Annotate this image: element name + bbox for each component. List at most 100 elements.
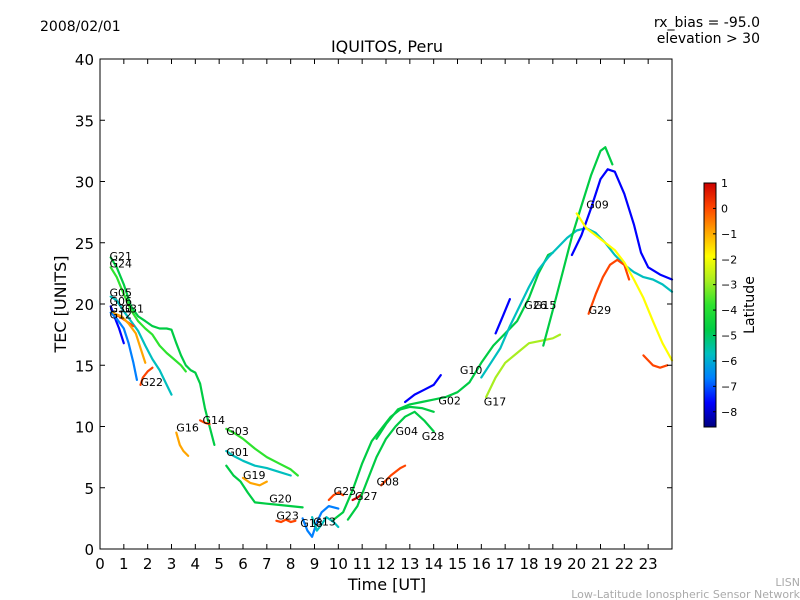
series-layer	[109, 146, 674, 538]
x-tick-label: 4	[191, 555, 201, 573]
series-line-g13	[311, 515, 340, 532]
colorbar	[703, 182, 717, 428]
x-tick-label: 23	[639, 555, 658, 573]
satellite-label: G04	[396, 425, 419, 438]
satellite-label: G06	[110, 295, 133, 308]
satellite-label: G17	[484, 396, 507, 409]
x-tick-label: 21	[591, 555, 610, 573]
satellite-label: G22	[141, 376, 164, 389]
x-tick-label: 2	[143, 555, 153, 573]
rx-bias-label: rx_bias = -95.0	[654, 15, 760, 31]
x-tick-label: 15	[448, 555, 467, 573]
series-line-g20	[225, 464, 304, 509]
colorbar-tick-label: −2	[721, 253, 737, 266]
colorbar-tick-label: 0	[721, 202, 728, 215]
colorbar-tick-label: −3	[721, 279, 737, 292]
y-tick-label: 5	[84, 480, 94, 498]
x-tick-label: 17	[496, 555, 515, 573]
x-tick-label: 20	[567, 555, 586, 573]
series-line-g16	[175, 431, 190, 457]
series-line-g15	[480, 227, 674, 379]
footer-lisn: LISN	[775, 576, 800, 589]
satellite-label: G28	[422, 430, 445, 443]
x-tick-label: 6	[238, 555, 248, 573]
colorbar-tick-label: −5	[721, 330, 737, 343]
x-tick-label: 5	[214, 555, 224, 573]
series-line-g21	[109, 256, 216, 446]
series-line-g32	[642, 354, 669, 369]
y-tick-label: 35	[75, 112, 94, 130]
y-tick-label: 0	[84, 541, 94, 559]
series-line-g22	[139, 366, 154, 386]
y-axis-label: TEC [UNITS]	[51, 256, 70, 354]
series-line-g24	[109, 266, 187, 373]
x-tick-label: 19	[543, 555, 562, 573]
series-line-g12	[109, 311, 138, 381]
colorbar-tick-label: −8	[721, 406, 737, 419]
series-line-g01	[225, 449, 292, 477]
series-line-g06	[109, 305, 125, 345]
satellite-label: G09	[586, 198, 609, 211]
series-line-g02	[404, 374, 442, 404]
series-line-g07	[542, 146, 614, 347]
satellite-label-layer: G21G24G05G06G30G31G12G22G16G14G03G01G19G…	[110, 198, 612, 530]
series-line-g09	[570, 168, 674, 281]
satellite-label: G10	[460, 364, 483, 377]
y-tick-label: 20	[75, 296, 94, 314]
y-tick-label: 10	[75, 419, 94, 437]
series-line-g18	[301, 505, 340, 538]
x-tick-label: 0	[95, 555, 105, 573]
satellite-label: G24	[110, 257, 133, 270]
date-label: 2008/02/01	[40, 19, 121, 35]
series-line-g26	[494, 298, 511, 335]
series-line-g17	[485, 333, 562, 399]
colorbar-tick-label: −6	[721, 355, 737, 368]
satellite-label: G15	[534, 299, 557, 312]
x-tick-label: 13	[400, 555, 419, 573]
satellite-label: G13	[313, 516, 336, 529]
y-tick-label: 25	[75, 235, 94, 253]
satellite-label: G02	[438, 394, 461, 407]
series-line-g05	[109, 295, 173, 396]
series-line-g08	[380, 464, 407, 487]
x-tick-label: 1	[119, 555, 129, 573]
colorbar-tick-label: 1	[721, 177, 728, 190]
y-tick-label: 15	[75, 357, 94, 375]
x-tick-label: 7	[262, 555, 272, 573]
series-line-g29	[587, 258, 631, 315]
satellite-label: G12	[110, 309, 133, 322]
satellite-label: G27	[355, 490, 378, 503]
colorbar-label: Latitude	[742, 276, 758, 334]
satellite-label: G21	[110, 250, 133, 263]
series-line-g19	[241, 476, 268, 487]
x-tick-label: 9	[310, 555, 320, 573]
series-line-g03	[225, 427, 299, 477]
series-line-g28	[346, 410, 435, 521]
colorbar-tick-label: −4	[721, 304, 737, 317]
satellite-label: G19	[243, 469, 266, 482]
series-line-g23	[275, 518, 297, 524]
chart-title: IQUITOS, Peru	[331, 37, 443, 56]
satellite-label: G25	[334, 485, 357, 498]
y-tick-label: 30	[75, 174, 94, 192]
colorbar-tick-label: −7	[721, 380, 737, 393]
series-line-g11	[575, 212, 674, 362]
y-tick-label: 40	[75, 51, 94, 69]
elevation-label: elevation > 30	[657, 31, 760, 47]
satellite-label: G23	[276, 510, 299, 523]
satellite-label: G05	[110, 287, 133, 300]
x-tick-label: 10	[329, 555, 348, 573]
satellite-label: G29	[589, 304, 612, 317]
x-tick-label: 3	[167, 555, 177, 573]
x-tick-label: 14	[424, 555, 443, 573]
y-axis: 0 5 10 15 20 25 30 35 40	[75, 51, 672, 559]
colorbar-tick-label: −1	[721, 228, 737, 241]
satellite-label: G03	[226, 425, 249, 438]
x-tick-label: 12	[376, 555, 395, 573]
satellite-label: G30	[110, 303, 133, 316]
series-line-g04	[332, 405, 435, 521]
satellite-label: G01	[226, 446, 249, 459]
x-axis: 0 1 2 3 4 5 6 7 8 9 10 11 12 13 14 15 16 17 18 19 20 21 22 23	[95, 59, 658, 573]
footer-network: Low-Latitude Ionospheric Sensor Network	[571, 588, 800, 600]
